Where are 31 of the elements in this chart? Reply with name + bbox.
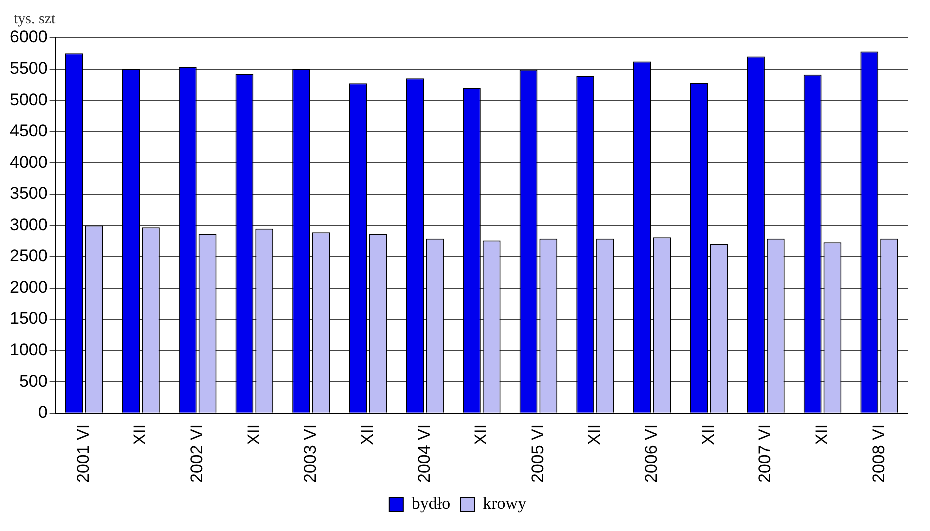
x-tick-label: 2001 VI xyxy=(74,424,93,484)
y-axis-title: tys. szt xyxy=(14,11,56,28)
x-tick-label: XII xyxy=(358,424,377,446)
y-tick-label: 0 xyxy=(38,403,48,422)
y-tick-label: 3000 xyxy=(10,215,48,234)
x-tick-label: 2003 VI xyxy=(301,424,320,484)
y-tick-label: 500 xyxy=(19,372,48,391)
x-tick-label: XII xyxy=(244,424,264,446)
x-tick-label: XII xyxy=(585,424,604,446)
x-tick-label: 2004 VI xyxy=(414,424,434,484)
x-tick-label: XII xyxy=(130,424,150,446)
y-tick-label: 6000 xyxy=(10,28,48,47)
x-tick-label: XII xyxy=(698,424,718,446)
x-tick-label: 2008 VI xyxy=(869,424,888,484)
x-tick-label: 2002 VI xyxy=(188,424,207,484)
y-tick-label: 1500 xyxy=(10,309,48,328)
legend-label: bydło xyxy=(412,494,451,513)
y-tick-label: 2000 xyxy=(10,278,48,297)
y-tick-label: 1000 xyxy=(10,340,48,360)
y-tick-label: 4500 xyxy=(10,122,48,141)
x-tick-label: 2006 VI xyxy=(642,424,662,484)
x-tick-label: XII xyxy=(812,424,832,446)
y-tick-label: 2500 xyxy=(10,246,48,266)
y-tick-label: 5500 xyxy=(10,58,48,78)
x-tick-label: XII xyxy=(472,424,491,446)
y-tick-label: 4000 xyxy=(10,152,48,172)
x-tick-label: 2005 VI xyxy=(528,424,548,484)
x-tick-label: 2007 VI xyxy=(756,424,775,484)
y-tick-label: 5000 xyxy=(10,90,48,110)
legend-label: krowy xyxy=(483,494,528,513)
y-tick-label: 3500 xyxy=(10,184,48,204)
